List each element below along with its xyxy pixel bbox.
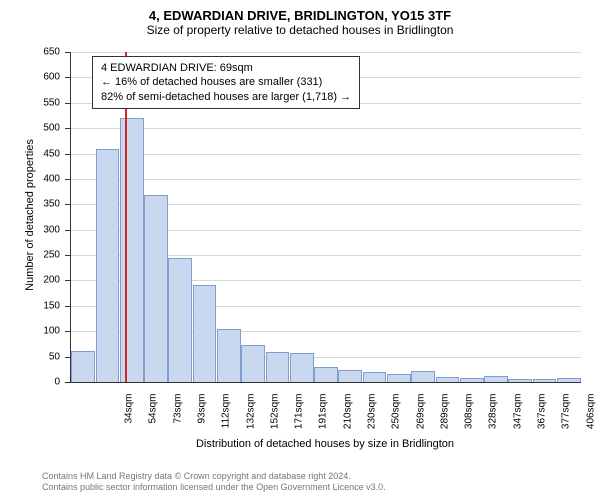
x-tick-label: 54sqm <box>148 394 159 444</box>
bar <box>387 374 411 382</box>
y-tick-label: 500 <box>0 123 60 134</box>
y-tick-label: 450 <box>0 148 60 159</box>
bar <box>290 353 314 382</box>
chart-subtitle: Size of property relative to detached ho… <box>0 23 600 37</box>
y-tick-label: 600 <box>0 72 60 83</box>
gridline <box>71 128 581 129</box>
bar <box>266 352 290 382</box>
chart-title: 4, EDWARDIAN DRIVE, BRIDLINGTON, YO15 3T… <box>0 0 600 23</box>
bar <box>71 351 95 382</box>
bar <box>411 371 435 382</box>
y-tick-mark <box>65 103 70 104</box>
bar <box>193 285 217 382</box>
y-tick-label: 200 <box>0 275 60 286</box>
bar <box>460 378 484 382</box>
x-tick-label: 347sqm <box>512 394 523 444</box>
x-tick-label: 191sqm <box>318 394 329 444</box>
x-tick-label: 367sqm <box>537 394 548 444</box>
y-tick-mark <box>65 357 70 358</box>
y-tick-label: 50 <box>0 351 60 362</box>
x-tick-label: 34sqm <box>124 394 135 444</box>
gridline <box>71 179 581 180</box>
x-tick-label: 289sqm <box>439 394 450 444</box>
chart-container: { "title": "4, EDWARDIAN DRIVE, BRIDLING… <box>0 0 600 500</box>
y-tick-label: 250 <box>0 250 60 261</box>
annotation-line2: ← 16% of detached houses are smaller (33… <box>101 75 351 89</box>
x-tick-label: 308sqm <box>464 394 475 444</box>
y-tick-mark <box>65 331 70 332</box>
bar <box>508 379 532 382</box>
y-tick-mark <box>65 204 70 205</box>
x-tick-label: 132sqm <box>245 394 256 444</box>
y-tick-mark <box>65 77 70 78</box>
y-tick-label: 0 <box>0 377 60 388</box>
x-tick-label: 73sqm <box>172 394 183 444</box>
bar <box>557 378 581 382</box>
annotation-box: 4 EDWARDIAN DRIVE: 69sqm ← 16% of detach… <box>92 56 360 109</box>
footer-line1: Contains HM Land Registry data © Crown c… <box>42 471 386 483</box>
bar <box>314 367 338 382</box>
x-tick-label: 152sqm <box>269 394 280 444</box>
bar <box>120 118 144 382</box>
bar <box>363 372 387 382</box>
y-tick-mark <box>65 255 70 256</box>
annotation-line3: 82% of semi-detached houses are larger (… <box>101 90 351 104</box>
bar <box>533 379 557 382</box>
x-tick-label: 377sqm <box>561 394 572 444</box>
bar <box>144 195 168 382</box>
x-tick-label: 112sqm <box>221 394 232 444</box>
y-tick-label: 300 <box>0 224 60 235</box>
x-tick-label: 328sqm <box>488 394 499 444</box>
bar <box>241 345 265 382</box>
y-tick-label: 400 <box>0 173 60 184</box>
gridline <box>71 154 581 155</box>
y-tick-mark <box>65 52 70 53</box>
bar <box>338 370 362 382</box>
y-tick-label: 100 <box>0 326 60 337</box>
gridline <box>71 52 581 53</box>
y-tick-mark <box>65 230 70 231</box>
y-tick-mark <box>65 306 70 307</box>
bar <box>217 329 241 382</box>
y-tick-label: 150 <box>0 300 60 311</box>
y-tick-label: 350 <box>0 199 60 210</box>
y-tick-mark <box>65 280 70 281</box>
annotation-line1: 4 EDWARDIAN DRIVE: 69sqm <box>101 61 351 75</box>
y-tick-mark <box>65 154 70 155</box>
bar <box>96 149 120 382</box>
x-tick-label: 406sqm <box>585 394 596 444</box>
footer: Contains HM Land Registry data © Crown c… <box>42 471 386 494</box>
y-tick-mark <box>65 179 70 180</box>
x-tick-label: 93sqm <box>197 394 208 444</box>
bar <box>436 377 460 382</box>
bar <box>484 376 508 382</box>
x-tick-label: 250sqm <box>391 394 402 444</box>
x-tick-label: 230sqm <box>367 394 378 444</box>
y-tick-label: 550 <box>0 97 60 108</box>
x-tick-label: 210sqm <box>342 394 353 444</box>
y-tick-mark <box>65 128 70 129</box>
y-tick-label: 650 <box>0 47 60 58</box>
bar <box>168 258 192 382</box>
x-tick-label: 171sqm <box>294 394 305 444</box>
footer-line2: Contains public sector information licen… <box>42 482 386 494</box>
y-tick-mark <box>65 382 70 383</box>
x-tick-label: 269sqm <box>415 394 426 444</box>
